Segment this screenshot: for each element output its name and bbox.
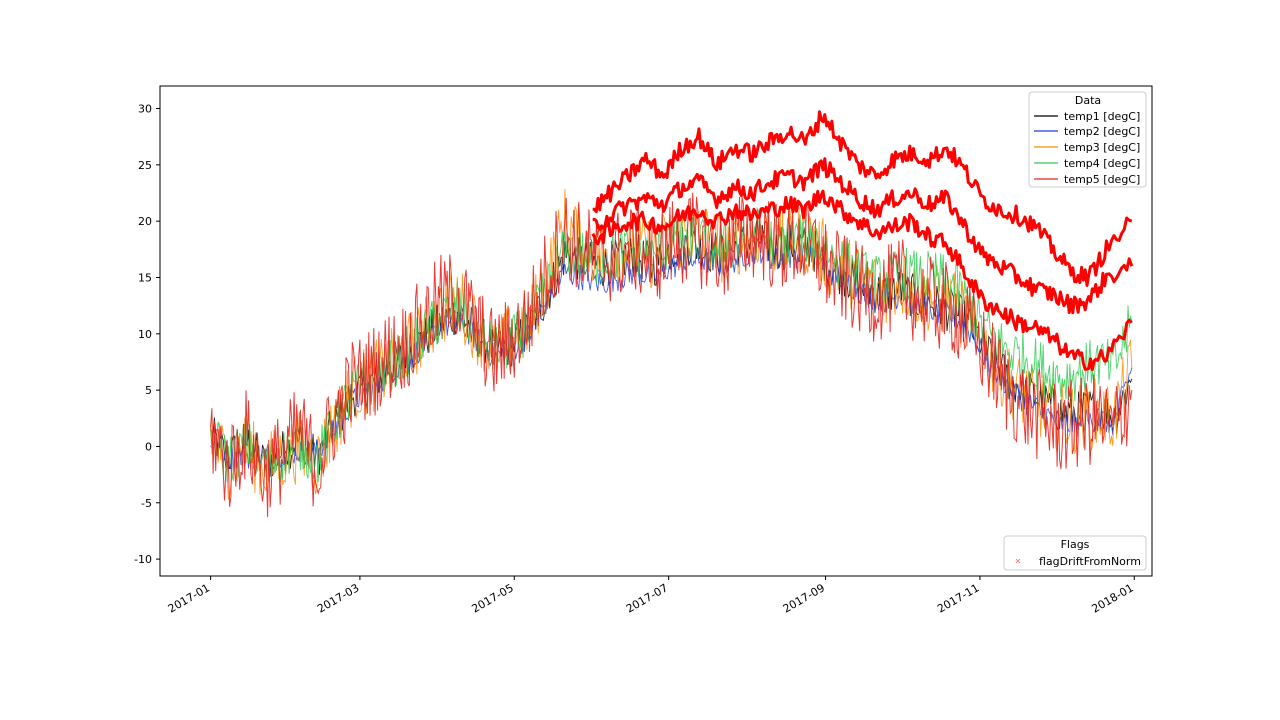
flag-trace-lower [591, 189, 1133, 372]
y-tick-label: 10 [138, 328, 152, 341]
legend-flag-marker [1015, 558, 1021, 564]
legend-flags-title: Flags [1061, 538, 1090, 551]
legend-data-title: Data [1075, 94, 1101, 107]
y-tick-label: 0 [145, 440, 152, 453]
series-layer [210, 188, 1133, 518]
legend-label-temp4: temp4 [degC] [1064, 157, 1140, 170]
y-tick-label: 15 [138, 271, 152, 284]
legend-flags: Flags flagDriftFromNorm [1003, 535, 1147, 571]
x-tick-label: 2018-01 [1089, 581, 1135, 615]
legend-label-temp2: temp2 [degC] [1064, 125, 1140, 138]
x-tick-label: 2017-11 [935, 581, 981, 615]
y-tick-label: 5 [145, 384, 152, 397]
legend-label-flag: flagDriftFromNorm [1039, 555, 1141, 568]
flag-layer [591, 110, 1134, 372]
x-tick-label: 2017-05 [469, 581, 515, 615]
x-tick-label: 2017-09 [781, 581, 827, 615]
legend-label-temp1: temp1 [degC] [1064, 110, 1140, 123]
x-tick-label: 2017-07 [624, 581, 670, 615]
y-tick-label: 25 [138, 159, 152, 172]
x-tick-label: 2017-03 [315, 581, 361, 615]
y-tick-label: -5 [141, 497, 152, 510]
legend-label-temp5: temp5 [degC] [1064, 173, 1140, 186]
plot-frame [159, 85, 1153, 577]
legend-flags-box [1003, 535, 1147, 571]
legend-data: Data temp1 [degC] temp2 [degC] temp3 [de… [1028, 91, 1147, 188]
y-tick-label: 20 [138, 215, 152, 228]
flag-trace-middle [592, 157, 1134, 315]
legend-data-box [1028, 91, 1147, 188]
flag-trace-upper [592, 110, 1133, 287]
series-line-5 [210, 192, 1133, 518]
y-tick-label: 30 [138, 103, 152, 116]
y-tick-label: -10 [134, 553, 152, 566]
x-tick-label: 2017-01 [166, 581, 212, 615]
legend-label-temp3: temp3 [degC] [1064, 141, 1140, 154]
